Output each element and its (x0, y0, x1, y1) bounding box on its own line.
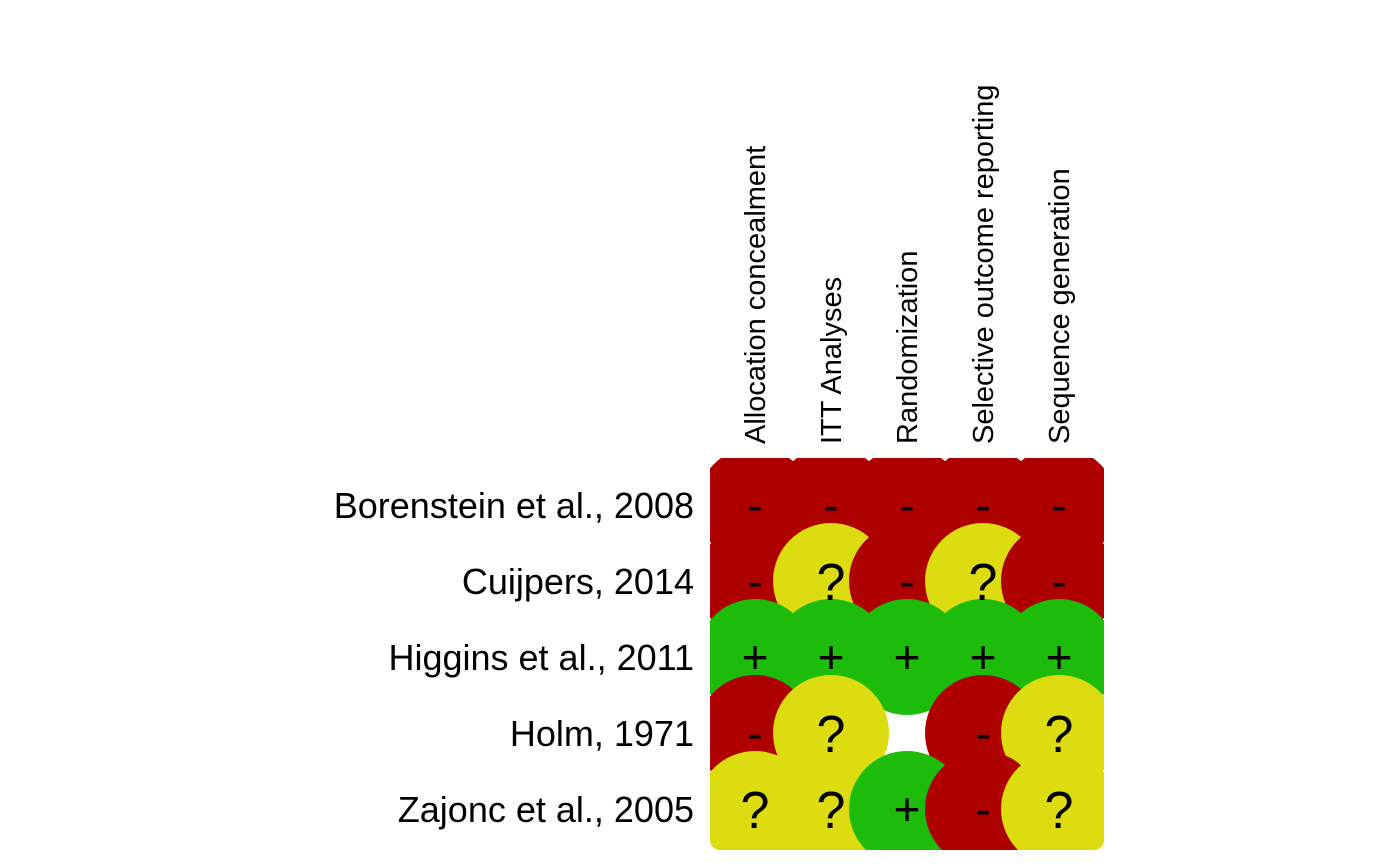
column-label: Sequence generation (1044, 168, 1076, 444)
column-label: ITT Analyses (816, 277, 848, 444)
row-label: Zajonc et al., 2005 (398, 789, 694, 830)
rating-symbol: ? (741, 782, 770, 840)
rating-symbol: ? (969, 554, 998, 612)
rating-symbol: - (1051, 479, 1066, 531)
rating-symbol: + (894, 783, 921, 835)
rating-symbol: + (894, 631, 921, 683)
rating-symbol: - (747, 555, 762, 607)
rating-symbol: ? (817, 706, 846, 764)
rating-symbols: - - - - - -? -? - + + + + + -? -??? + -? (741, 479, 1074, 840)
rating-symbol: ? (1045, 706, 1074, 764)
row-labels: Borenstein et al., 2008 Cuijpers, 2014 Hig… (334, 485, 694, 830)
row-label: Higgins et al., 2011 (388, 637, 694, 678)
rating-symbol: - (975, 783, 990, 835)
rating-symbol: + (818, 631, 845, 683)
rating-symbol: + (742, 631, 769, 683)
rating-symbol: - (975, 479, 990, 531)
rating-symbol: - (747, 707, 762, 759)
rating-symbol: ? (1045, 782, 1074, 840)
rating-symbol: - (747, 479, 762, 531)
rating-symbol: + (1046, 631, 1073, 683)
rating-symbol: + (970, 631, 997, 683)
rating-symbol: ? (817, 782, 846, 840)
column-label: Randomization (892, 251, 924, 444)
rating-symbol: - (1051, 555, 1066, 607)
rating-symbol: - (899, 479, 914, 531)
column-label: Allocation concealment (740, 146, 772, 444)
rating-symbol: ? (817, 554, 846, 612)
row-label: Borenstein et al., 2008 (334, 485, 694, 526)
column-label: Selective outcome reporting (968, 85, 1000, 444)
rating-symbol: - (975, 707, 990, 759)
rating-symbol: - (899, 555, 914, 607)
row-label: Holm, 1971 (510, 713, 694, 754)
row-label: Cuijpers, 2014 (462, 561, 694, 602)
column-labels: Allocation concealment ITT Analyses Random… (740, 85, 1076, 444)
rating-dots (710, 458, 1104, 850)
rating-symbol: - (823, 479, 838, 531)
rating-dot (1001, 751, 1104, 850)
